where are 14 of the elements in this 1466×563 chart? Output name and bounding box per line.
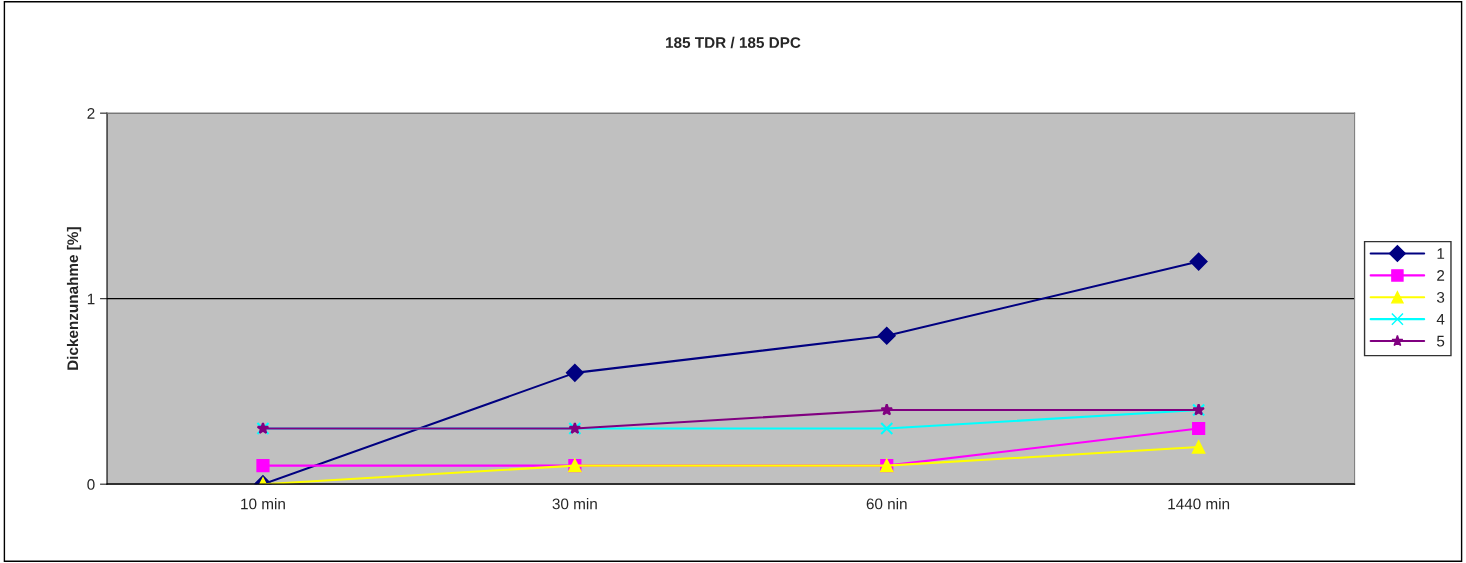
x-tick-label: 60 nin [866, 498, 907, 510]
x-tick-label: 1440 min [1168, 498, 1230, 510]
x-tick-label: 10 min [241, 498, 285, 510]
x-tick-label: 30 min [552, 498, 597, 510]
y-axis-title: Dickenzunahme [%] [66, 227, 82, 370]
chart-title: 185 TDR / 185 DPC [666, 36, 801, 49]
y-tick-label: 0 [87, 479, 95, 490]
legend-label: 5 [1436, 335, 1445, 347]
legend-label: 1 [1437, 248, 1445, 259]
y-tick-label: 2 [87, 108, 95, 119]
y-tick-label: 1 [87, 293, 95, 305]
legend-label: 4 [1436, 313, 1445, 325]
legend-label: 3 [1436, 291, 1445, 303]
legend-label: 2 [1437, 270, 1445, 281]
